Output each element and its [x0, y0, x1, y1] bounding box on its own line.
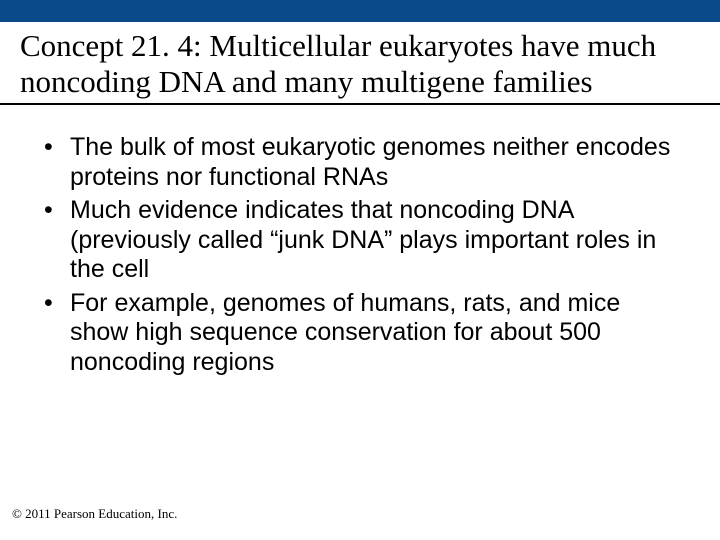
- bullet-item: For example, genomes of humans, rats, an…: [36, 289, 684, 378]
- copyright-footer: © 2011 Pearson Education, Inc.: [12, 506, 177, 522]
- bullet-item: Much evidence indicates that noncoding D…: [36, 196, 684, 285]
- top-bar: [0, 0, 720, 22]
- body-block: The bulk of most eukaryotic genomes neit…: [0, 105, 720, 377]
- bullet-item: The bulk of most eukaryotic genomes neit…: [36, 133, 684, 192]
- title-block: Concept 21. 4: Multicellular eukaryotes …: [0, 22, 720, 105]
- bullet-list: The bulk of most eukaryotic genomes neit…: [36, 133, 684, 377]
- slide-title: Concept 21. 4: Multicellular eukaryotes …: [20, 28, 702, 99]
